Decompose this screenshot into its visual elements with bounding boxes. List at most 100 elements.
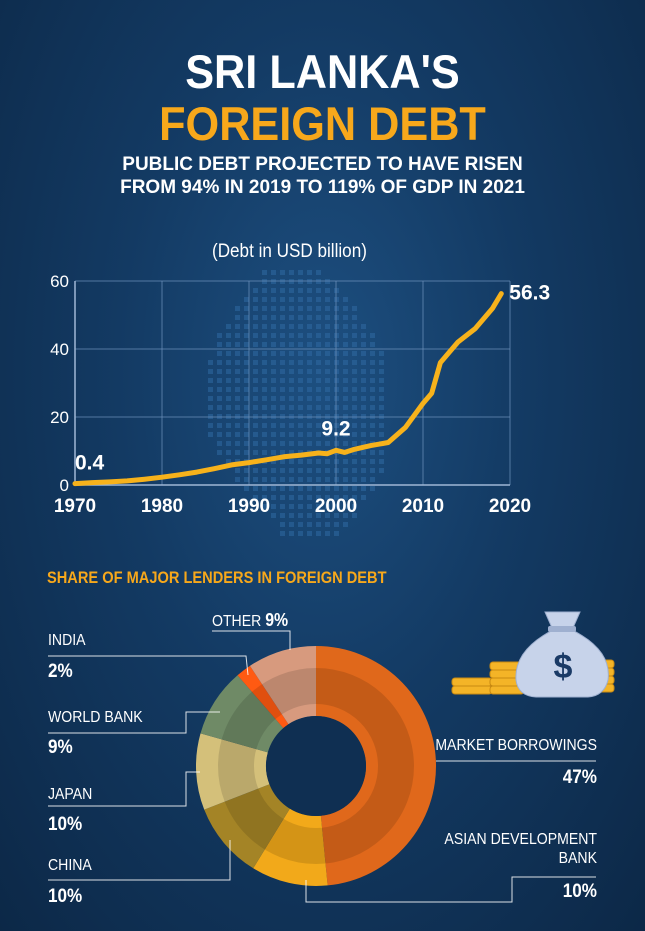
map-dot: [226, 405, 231, 410]
map-dot: [352, 351, 357, 356]
map-dot: [253, 351, 258, 356]
map-dot: [244, 360, 249, 365]
chart-tick-labels: 0 20 40 60 1970 1980 1990 2000 2010 2020: [50, 272, 531, 517]
map-dot: [235, 324, 240, 329]
map-dot: [343, 423, 348, 428]
map-dot: [262, 351, 267, 356]
map-dot: [316, 477, 321, 482]
map-dot: [289, 423, 294, 428]
map-dot: [361, 387, 366, 392]
map-dot: [316, 504, 321, 509]
map-dot: [235, 315, 240, 320]
map-dot: [379, 423, 384, 428]
map-dot: [262, 387, 267, 392]
map-dot: [289, 441, 294, 446]
map-dot: [244, 396, 249, 401]
title-line-2: FOREIGN DEBT: [159, 97, 486, 150]
map-dot: [316, 270, 321, 275]
map-dot: [289, 333, 294, 338]
map-dot: [307, 432, 312, 437]
map-dot: [253, 387, 258, 392]
map-dot: [289, 351, 294, 356]
map-dot: [298, 369, 303, 374]
map-dot: [244, 432, 249, 437]
map-dot: [217, 405, 222, 410]
map-dot: [316, 432, 321, 437]
map-dot: [298, 297, 303, 302]
map-dot: [343, 495, 348, 500]
map-dot: [244, 477, 249, 482]
map-dot: [217, 360, 222, 365]
map-dot: [217, 333, 222, 338]
map-dot: [280, 531, 285, 536]
map-dot: [280, 378, 285, 383]
map-dot: [343, 459, 348, 464]
x-tick-label: 1970: [54, 496, 96, 517]
map-dot: [262, 477, 267, 482]
map-dot: [244, 369, 249, 374]
chart-annotations: 0.4 9.2 56.3: [75, 282, 550, 475]
map-dot: [217, 351, 222, 356]
map-dot: [271, 432, 276, 437]
map-dot: [280, 342, 285, 347]
map-dot: [262, 450, 267, 455]
map-dot: [325, 495, 330, 500]
map-dot: [280, 441, 285, 446]
map-dot: [226, 441, 231, 446]
map-dot: [352, 378, 357, 383]
map-dot: [352, 387, 357, 392]
map-dot: [262, 297, 267, 302]
map-dot: [370, 360, 375, 365]
map-dot: [253, 477, 258, 482]
map-dot: [316, 522, 321, 527]
map-dot: [325, 333, 330, 338]
map-dot: [226, 432, 231, 437]
map-dot: [244, 486, 249, 491]
map-dot: [262, 270, 267, 275]
map-dot: [325, 432, 330, 437]
map-dot: [361, 441, 366, 446]
map-dot: [361, 459, 366, 464]
label-china: CHINA: [48, 857, 92, 874]
pct-china: 10%: [48, 886, 83, 907]
map-dot: [361, 468, 366, 473]
map-dot: [280, 450, 285, 455]
map-dot: [298, 486, 303, 491]
map-dot: [298, 396, 303, 401]
label-world-bank: WORLD BANK: [48, 709, 143, 726]
map-dot: [370, 486, 375, 491]
map-dot: [316, 297, 321, 302]
map-dot: [208, 378, 213, 383]
map-dot: [271, 396, 276, 401]
map-dot: [316, 396, 321, 401]
map-dot: [352, 333, 357, 338]
map-dot: [298, 513, 303, 518]
map-dot: [352, 315, 357, 320]
map-dot: [271, 513, 276, 518]
map-dot: [298, 522, 303, 527]
map-dot: [271, 477, 276, 482]
donut-slice: [253, 808, 328, 886]
map-dot: [226, 369, 231, 374]
map-dot: [370, 450, 375, 455]
map-dot: [307, 477, 312, 482]
map-dot: [226, 378, 231, 383]
map-dot: [262, 315, 267, 320]
map-dot: [253, 378, 258, 383]
map-dot: [217, 396, 222, 401]
pct-market-borrowings: 47%: [562, 767, 597, 788]
map-dot: [226, 324, 231, 329]
map-dot: [235, 423, 240, 428]
map-dot: [343, 387, 348, 392]
map-dot: [316, 486, 321, 491]
map-dot: [271, 297, 276, 302]
map-dot: [343, 324, 348, 329]
label-japan: JAPAN: [48, 786, 93, 803]
map-dot: [370, 387, 375, 392]
map-dot: [316, 378, 321, 383]
map-dot: [226, 450, 231, 455]
subtitle-line-2: FROM 94% IN 2019 TO 119% OF GDP IN 2021: [120, 177, 525, 198]
map-dot: [325, 306, 330, 311]
map-dot: [379, 351, 384, 356]
donut-inner-shade: [218, 668, 414, 864]
